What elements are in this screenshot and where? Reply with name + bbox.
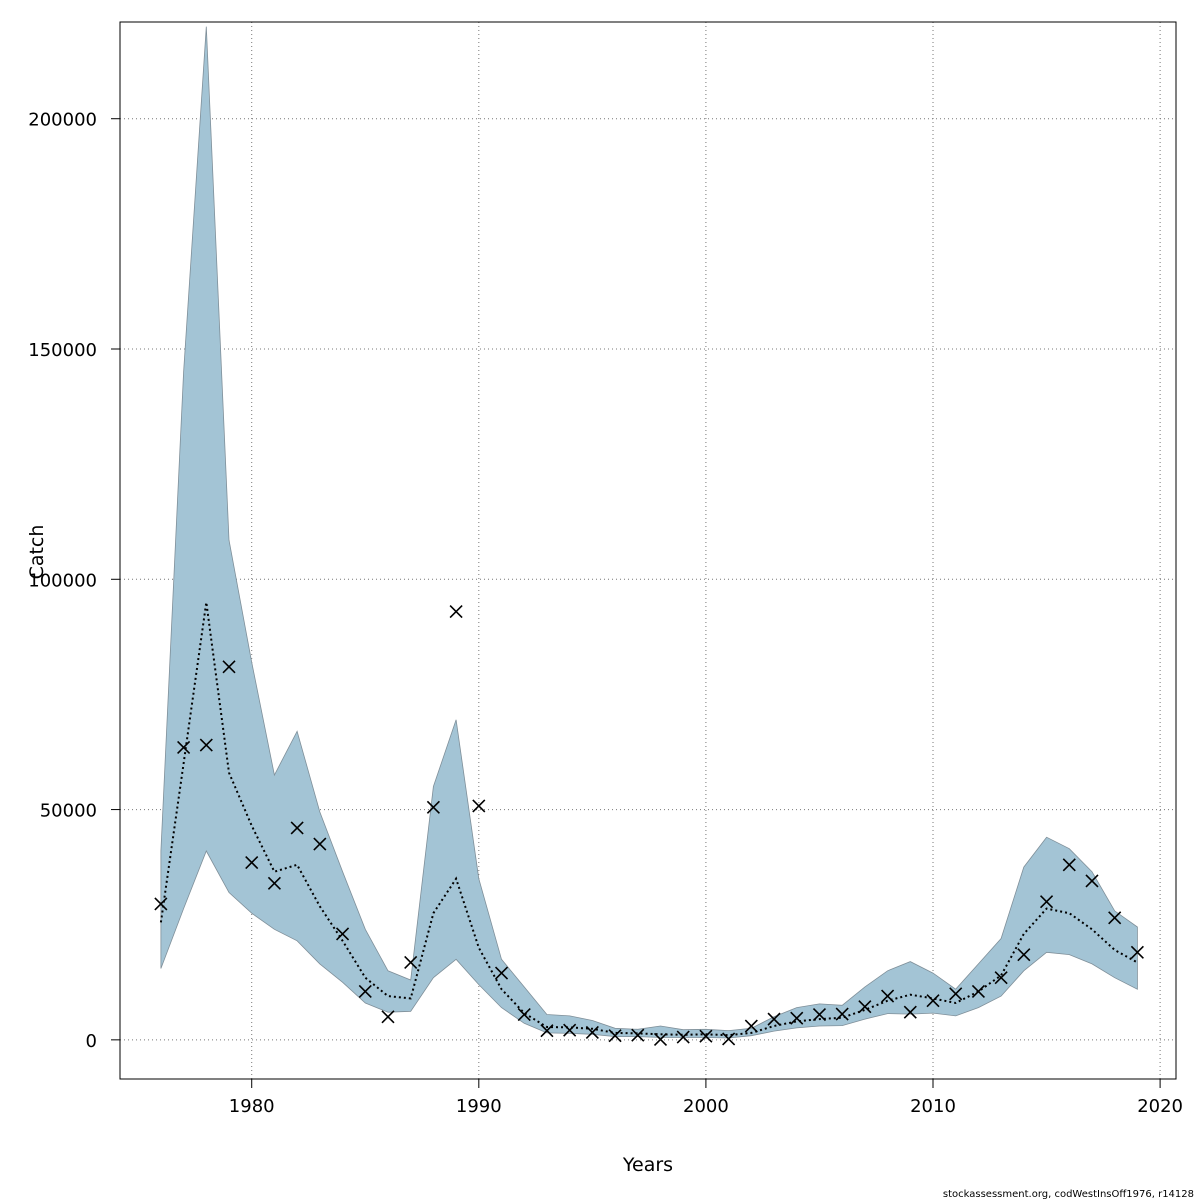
y-tick-label-200000: 200000 <box>28 110 97 131</box>
observed-point-1979 <box>222 660 236 674</box>
plot-frame <box>119 21 1177 1080</box>
observed-point-2009 <box>903 1005 917 1019</box>
observed-point-2005 <box>812 1007 827 1022</box>
observed-point-1981 <box>267 876 281 890</box>
observed-point-2001 <box>722 1032 736 1046</box>
observed-point-1991 <box>494 966 509 980</box>
observed-point-2006 <box>835 1007 849 1021</box>
confidence-band <box>160 26 1138 1039</box>
observed-point-1977 <box>177 740 191 754</box>
observed-point-2015 <box>1039 895 1054 909</box>
observed-point-1996 <box>608 1029 622 1043</box>
observed-point-2010 <box>926 994 940 1008</box>
x-tick-label-1980: 1980 <box>229 1096 275 1117</box>
y-tick-label-150000: 150000 <box>28 340 97 361</box>
observed-point-1998 <box>653 1032 668 1046</box>
observed-point-1986 <box>381 1010 395 1024</box>
observed-points <box>154 604 1144 1046</box>
observed-point-1990 <box>472 799 486 813</box>
observed-point-1980 <box>245 855 259 870</box>
x-tick-label-2020: 2020 <box>1137 1096 1183 1117</box>
observed-point-2018 <box>1108 911 1122 925</box>
observed-point-2003 <box>767 1012 781 1026</box>
observed-point-1976 <box>154 897 168 911</box>
observed-point-1988 <box>426 800 440 814</box>
observed-point-1984 <box>335 927 350 941</box>
observed-point-2004 <box>790 1011 804 1025</box>
footer-credit: stockassessment.org, codWestInsOff1976, … <box>943 1189 1194 1200</box>
observed-point-1983 <box>313 837 327 851</box>
x-axis-title: Years <box>622 1154 673 1176</box>
observed-point-1982 <box>290 821 304 835</box>
observed-point-1978 <box>199 738 213 752</box>
y-tick-label-0: 0 <box>86 1031 97 1052</box>
observed-point-1985 <box>358 984 372 999</box>
observed-point-2008 <box>881 989 895 1003</box>
observed-point-2011 <box>949 987 963 1001</box>
observed-point-1993 <box>540 1024 554 1038</box>
y-axis-title: Catch <box>26 525 48 580</box>
observed-point-2002 <box>744 1019 758 1033</box>
x-tick-label-1990: 1990 <box>456 1096 502 1117</box>
y-tick-label-100000: 100000 <box>28 570 97 591</box>
y-axis: 0 50000 100000 150000 200000 <box>28 110 120 1052</box>
observed-point-2019 <box>1130 945 1144 959</box>
x-tick-label-2010: 2010 <box>910 1096 956 1117</box>
observed-point-2000 <box>699 1029 713 1043</box>
observed-point-2016 <box>1062 858 1076 872</box>
x-tick-label-2000: 2000 <box>683 1096 729 1117</box>
observed-point-1999 <box>676 1030 690 1044</box>
observed-point-1995 <box>585 1025 599 1040</box>
observed-point-2007 <box>858 1000 872 1014</box>
observed-point-2017 <box>1085 874 1099 888</box>
observed-point-1989 <box>449 604 463 619</box>
observed-point-2012 <box>971 984 985 999</box>
observed-point-1997 <box>631 1028 645 1042</box>
observed-point-2014 <box>1017 948 1031 962</box>
observed-point-1992 <box>517 1007 531 1022</box>
observed-point-2013 <box>994 971 1008 985</box>
y-tick-label-50000: 50000 <box>40 801 97 822</box>
x-axis: 1980 1990 2000 2010 2020 <box>229 1079 1183 1117</box>
observed-point-1994 <box>563 1023 577 1037</box>
observed-point-1987 <box>404 955 418 970</box>
